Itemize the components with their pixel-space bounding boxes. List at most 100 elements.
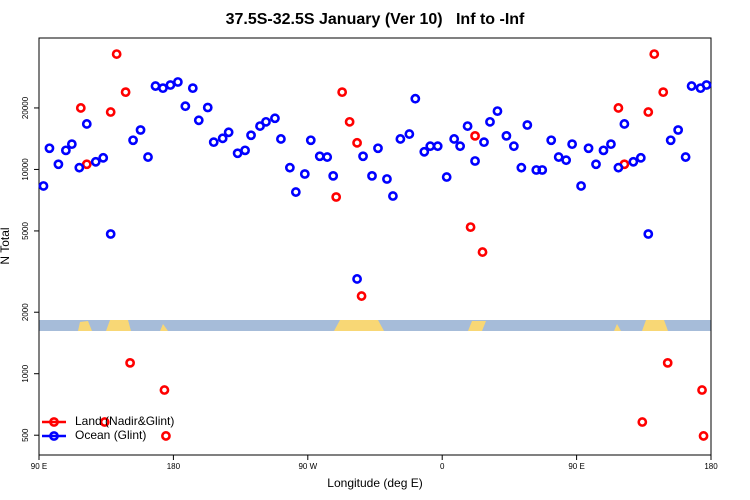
data-point [449,134,460,144]
data-point [158,83,168,94]
data-point [180,101,191,112]
data-point [637,417,648,427]
data-point [208,137,219,148]
data-point [81,119,92,129]
data-point [105,229,116,239]
data-point [388,191,398,201]
x-tick-label: 90 E [31,462,47,471]
data-point [613,162,624,173]
y-axis-label: N Total [0,227,12,264]
data-point [143,152,153,162]
data-point [479,137,489,148]
data-point [60,145,71,156]
data-point [508,141,519,152]
data-point [358,151,368,162]
data-point [382,174,392,184]
data-point [337,87,348,98]
x-tick-label: 90 W [298,462,317,471]
data-point [658,87,669,98]
legend-label: Land (Nadir&Glint) [75,414,174,428]
data-point [305,135,316,146]
data-point [635,152,646,163]
data-point [344,116,355,127]
data-point [697,385,707,395]
y-tick-label: 500 [21,428,30,442]
data-point [537,165,548,175]
data-point [90,156,101,167]
map-strip [39,320,711,331]
data-point [561,155,572,166]
data-point [501,130,512,141]
data-point [193,115,204,126]
data-point [161,431,171,441]
data-point [680,152,691,162]
data-point [322,152,333,162]
data-point [591,159,601,170]
data-point [98,152,109,163]
data-point [66,139,77,150]
data-point [576,181,586,191]
data-point [665,135,676,146]
data-point [38,181,49,191]
data-point [404,129,415,139]
data-point [410,93,421,104]
data-point [373,143,383,154]
data-point [485,116,495,127]
y-tick-label: 1000 [21,364,30,382]
data-point [352,137,362,148]
data-point [643,107,654,117]
data-point [44,143,55,154]
data-point [99,417,110,427]
x-tick-label: 0 [440,462,445,471]
data-point [470,130,480,141]
data-point [135,125,146,135]
data-point [81,159,92,170]
data-point [331,192,342,202]
data-point [606,139,616,150]
data-point [662,357,673,368]
y-tick-label: 5000 [21,221,30,239]
data-point [187,83,198,94]
plot-frame [38,37,712,456]
data-point [240,145,250,156]
data-point [701,80,712,90]
data-point [356,291,367,301]
data-point [261,116,271,127]
data-point [516,162,527,173]
data-point [74,162,85,173]
data-point [165,80,176,90]
data-point [128,135,138,146]
data-point [613,103,624,113]
data-point [223,127,234,138]
legend-marker [49,417,59,427]
data-point [628,156,639,167]
data-point [462,121,473,131]
data-point [53,159,64,170]
data-point [395,134,406,144]
data-point [352,274,362,284]
data-point [583,143,594,154]
data-point [432,141,443,152]
data-point [465,222,476,233]
x-axis-label: Longitude (deg E) [327,476,422,490]
data-point [470,156,480,166]
data-point [643,229,654,239]
data-point [419,146,430,157]
data-point [553,152,564,162]
data-point [673,125,684,135]
data-point [120,87,131,98]
data-point [477,247,488,257]
data-point [455,141,466,152]
y-tick-label: 2000 [21,303,30,321]
data-point [299,169,310,179]
data-point [698,431,709,441]
data-point [75,103,86,113]
x-tick-label: 180 [704,462,718,471]
data-point [202,102,213,113]
chart-title: 37.5S-32.5S January (Ver 10) Inf to -Inf [226,11,525,28]
data-point [159,385,170,395]
data-point [246,130,256,141]
data-point [270,113,280,124]
